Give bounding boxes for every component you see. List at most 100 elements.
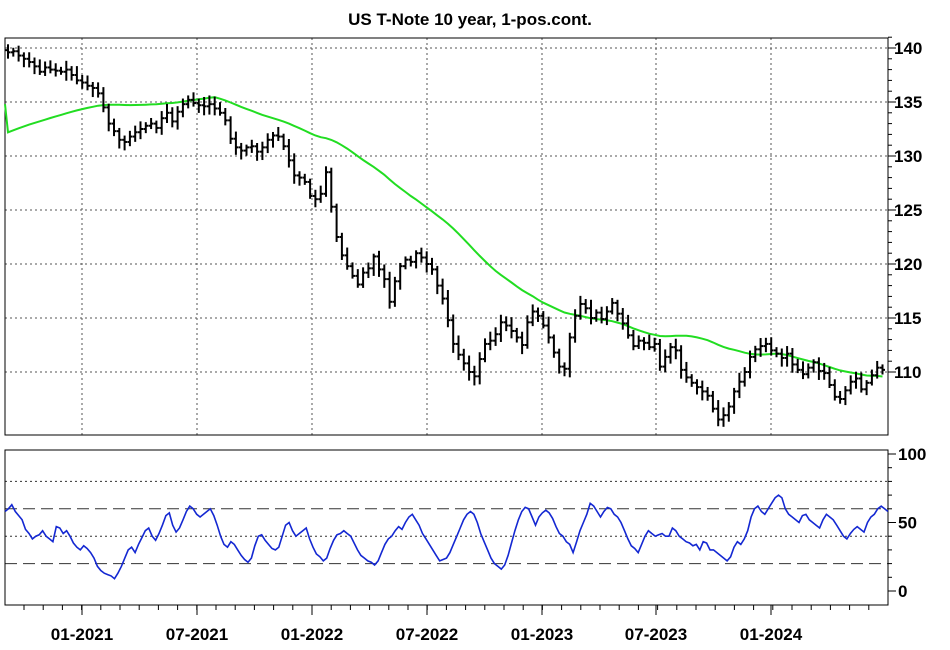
price-bar xyxy=(821,362,827,380)
price-bar xyxy=(477,352,483,385)
price-bar xyxy=(811,359,817,373)
price-bar xyxy=(710,390,716,413)
price-bar xyxy=(312,189,318,208)
oscillator xyxy=(4,494,889,580)
price-bars xyxy=(5,44,885,427)
price-bar xyxy=(355,269,361,288)
price-tick-label: 130 xyxy=(894,147,922,166)
price-bar xyxy=(244,144,249,156)
price-bar xyxy=(519,331,525,355)
price-bar xyxy=(10,47,16,57)
price-bar xyxy=(79,74,85,89)
price-bar xyxy=(662,349,668,373)
price-bar xyxy=(201,96,207,116)
price-bar xyxy=(350,262,355,279)
price-bar xyxy=(758,338,764,357)
price-bar xyxy=(726,402,732,422)
price-bar xyxy=(222,108,228,126)
price-bar xyxy=(217,102,223,116)
price-bar xyxy=(111,118,117,137)
price-bar xyxy=(641,337,647,351)
price-bar xyxy=(132,125,138,142)
price-bar xyxy=(429,257,435,275)
price-bar xyxy=(74,66,80,85)
price-bar xyxy=(32,57,37,75)
price-bar xyxy=(191,92,196,107)
price-bar xyxy=(63,60,69,81)
price-bar xyxy=(657,338,663,371)
price-bar xyxy=(339,232,345,260)
price-bar xyxy=(206,95,212,115)
price-bar xyxy=(371,253,377,276)
price-bar xyxy=(85,75,90,91)
price-bar xyxy=(556,348,562,374)
price-bar xyxy=(763,337,769,353)
price-bar xyxy=(530,304,536,327)
moving-average xyxy=(4,96,883,378)
price-bar xyxy=(334,203,340,243)
price-bar xyxy=(509,317,514,339)
price-bar xyxy=(228,116,234,144)
price-bar xyxy=(572,309,578,343)
price-bar xyxy=(212,96,218,116)
price-tick-label: 110 xyxy=(894,363,921,382)
price-bar xyxy=(577,295,583,320)
price-bar xyxy=(588,299,594,325)
plot-frame xyxy=(4,37,889,606)
price-bar xyxy=(47,60,53,74)
price-bar xyxy=(503,316,509,332)
price-axis-ticks: 110 115 120 125 130 135 140 xyxy=(888,36,922,382)
price-bar xyxy=(837,391,843,404)
chart-title: US T-Note 10 year, 1-pos.cont. xyxy=(348,10,592,29)
price-tick-label: 120 xyxy=(894,255,922,274)
price-bar xyxy=(169,107,175,128)
price-bar xyxy=(609,298,615,315)
price-bar xyxy=(42,61,48,76)
price-bar xyxy=(535,307,541,322)
price-bar xyxy=(424,251,430,273)
price-bar xyxy=(774,347,779,358)
price-bar xyxy=(705,386,711,401)
price-bar xyxy=(853,371,859,389)
price-bar xyxy=(805,363,811,379)
price-bar xyxy=(678,345,684,379)
price-bar xyxy=(328,167,334,213)
date-tick-label: 01-2022 xyxy=(281,625,343,644)
price-bar xyxy=(122,135,128,151)
price-bar xyxy=(832,379,838,401)
date-tick-label: 07-2021 xyxy=(166,625,228,644)
price-bar xyxy=(456,335,461,361)
price-bar xyxy=(138,121,143,140)
price-bar xyxy=(440,278,446,305)
price-bar xyxy=(323,166,329,197)
price-bar xyxy=(69,66,75,81)
price-bar xyxy=(471,365,477,386)
price-bar xyxy=(392,276,398,307)
price-bar xyxy=(689,374,695,387)
price-bar xyxy=(816,357,822,380)
date-tick-label: 07-2022 xyxy=(396,625,458,644)
price-bar xyxy=(302,173,308,185)
price-bar xyxy=(445,289,451,328)
price-bar xyxy=(789,348,795,373)
price-bar xyxy=(318,185,324,203)
price-bar xyxy=(254,143,260,161)
price-bar xyxy=(297,171,302,186)
price-bar xyxy=(249,139,255,153)
price-bar xyxy=(827,366,832,389)
price-bar xyxy=(694,379,700,395)
price-bar xyxy=(281,133,287,150)
price-bar xyxy=(286,138,292,168)
price-bar xyxy=(721,407,726,427)
price-bar xyxy=(397,262,403,290)
price-bar xyxy=(498,314,504,342)
price-bar xyxy=(784,346,790,367)
price-bar xyxy=(630,329,636,351)
price-bar xyxy=(747,350,753,379)
price-bar xyxy=(275,126,281,141)
price-bar xyxy=(270,131,276,148)
price-bar xyxy=(5,44,11,59)
price-bar xyxy=(95,82,101,98)
price-bar xyxy=(546,316,552,344)
price-bar xyxy=(37,59,43,75)
